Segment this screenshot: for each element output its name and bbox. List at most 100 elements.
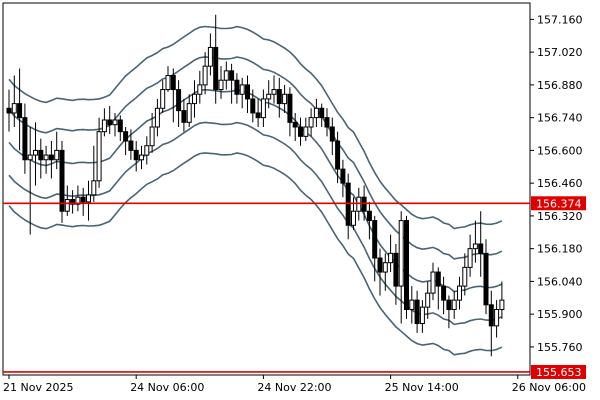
candle-body-bull [356, 196, 362, 212]
candle [154, 98, 160, 137]
candle-body-bear [345, 182, 351, 226]
candle-body-bear [366, 210, 372, 222]
candle-body-bull [239, 84, 245, 95]
candle [298, 117, 303, 146]
candle-body-bull [165, 75, 171, 91]
candle [245, 75, 250, 113]
candles [6, 14, 505, 357]
candle-body-bull [266, 93, 272, 100]
candle-body-bear [245, 84, 250, 100]
x-tick-label: 21 Nov 2025 [3, 381, 73, 394]
plot-frame [2, 2, 531, 376]
candle-body-bear [372, 220, 378, 259]
candle [282, 84, 288, 113]
candle-body-bear [80, 196, 86, 203]
candle-body-bear [488, 304, 494, 327]
candle-body-bear [361, 196, 367, 212]
candle [372, 215, 378, 282]
candle-body-bear [255, 112, 261, 119]
candle [483, 239, 489, 315]
band-line-3 [8, 88, 503, 293]
band-line-4 [8, 121, 503, 326]
candle [59, 141, 65, 223]
candle [467, 234, 473, 277]
candle-body-bull [149, 126, 155, 147]
candle-body-bear [133, 149, 139, 161]
candle-body-bear [298, 126, 303, 137]
candle [33, 122, 38, 186]
candle-body-bear [70, 199, 76, 205]
candle-body-bull [160, 89, 166, 109]
candle-body-bull [207, 46, 213, 67]
candle [27, 127, 33, 235]
candle [64, 185, 70, 216]
candle-body-bull [112, 119, 118, 126]
candle-body-bear [181, 110, 187, 123]
y-tick-label: 155.900 [537, 308, 583, 321]
candle-body-bull [91, 180, 97, 196]
candle [382, 253, 388, 291]
candle [340, 159, 346, 198]
candle [351, 197, 356, 230]
candle-body-bull [467, 248, 473, 268]
candle [107, 105, 113, 135]
candle [441, 276, 447, 315]
candle [38, 138, 44, 179]
y-tick-label: 157.020 [537, 46, 583, 59]
candle-body-bull [154, 107, 160, 128]
y-tick-label: 156.600 [537, 144, 583, 157]
y-tick-label: 156.460 [537, 177, 583, 190]
candle-body-bear [176, 89, 182, 112]
candle [80, 187, 86, 216]
candle [223, 61, 229, 90]
candle-body-bull [457, 285, 462, 301]
candle-body-bear [446, 299, 452, 310]
band-line-2 [8, 56, 503, 260]
candle [266, 80, 272, 109]
candle [398, 211, 404, 324]
candle [478, 211, 484, 277]
x-axis: 21 Nov 2025 24 Nov 06:00 24 Nov 22:00 25 No… [3, 375, 586, 394]
candle [186, 94, 192, 127]
candle [287, 87, 293, 137]
candle-body-bear [340, 168, 346, 184]
candle [472, 220, 478, 263]
candle-body-bear [107, 119, 113, 126]
y-tick-label: 155.760 [537, 341, 583, 354]
candle [229, 63, 235, 104]
candle [128, 129, 134, 160]
candle [239, 77, 245, 109]
candle-body-bear [6, 107, 12, 114]
candle-body-bear [229, 70, 235, 81]
candle [356, 187, 362, 221]
level-label-bg-2 [531, 364, 586, 379]
x-tick-label: 24 Nov 06:00 [130, 381, 204, 394]
candle-body-bull [64, 199, 70, 212]
candle-body-bull [27, 154, 33, 161]
candle [48, 141, 54, 179]
candle-body-bull [462, 266, 468, 287]
candle-body-bull [382, 262, 388, 273]
candle [345, 173, 351, 240]
candle-body-bull [425, 292, 431, 308]
candle-body-bear [17, 103, 23, 119]
candle-body-bear [324, 117, 330, 128]
candle [313, 98, 319, 127]
candle-body-bull [351, 210, 356, 226]
envelope-bands [8, 25, 503, 356]
candle [6, 89, 12, 132]
candle [70, 190, 76, 214]
candle [181, 98, 187, 132]
candle [123, 127, 129, 156]
candle-body-bear [404, 220, 409, 310]
candle [393, 243, 399, 305]
candle-body-bull [144, 145, 150, 156]
candle-body-bull [139, 154, 144, 161]
x-tick-label: 26 Nov 06:00 [512, 381, 586, 394]
candle-body-bull [472, 243, 478, 250]
candle-body-bear [393, 252, 399, 287]
candle-body-bull [218, 79, 224, 91]
candle-body-bull [197, 84, 203, 95]
candle [366, 201, 372, 240]
candle [202, 52, 208, 95]
